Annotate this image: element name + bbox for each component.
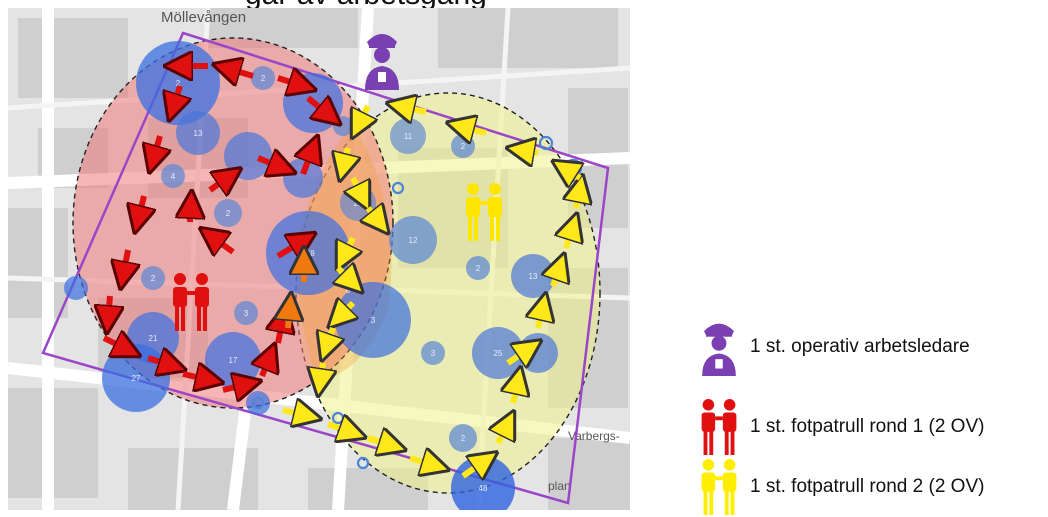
svg-text:13: 13 [194, 129, 203, 138]
svg-text:12: 12 [409, 236, 418, 245]
legend-label-supervisor: 1 st. operativ arbetsledare [750, 336, 970, 357]
legend-label-patrol-rond-1: 1 st. fotpatrull rond 1 (2 OV) [750, 416, 985, 437]
route-overlap-arrows [288, 260, 304, 329]
svg-text:2: 2 [151, 274, 156, 283]
supervisor-icon [365, 34, 399, 90]
route-rond-1-arrows [104, 66, 330, 390]
place-label-varbergs: Varbergs- [568, 429, 620, 443]
map-view[interactable]: Möllevången Varbergs- plan [8, 8, 630, 510]
legend-item-supervisor: 1 st. operativ arbetsledare [690, 318, 970, 376]
svg-text:148: 148 [301, 249, 315, 258]
svg-text:25: 25 [494, 349, 503, 358]
svg-text:17: 17 [229, 356, 238, 365]
svg-text:27: 27 [132, 374, 141, 383]
svg-text:3: 3 [371, 316, 376, 325]
svg-text:23: 23 [354, 199, 363, 208]
cluster-count-labels: 13 11 2 4 2 2 23 12 2 13 3 6 3 148 21 2 … [132, 74, 538, 493]
svg-text:2: 2 [226, 209, 231, 218]
svg-text:48: 48 [479, 484, 488, 493]
svg-text:2: 2 [461, 142, 466, 151]
patrol-pair-yellow-icon [690, 458, 748, 516]
svg-text:2: 2 [176, 79, 181, 88]
route-rond-2-arrows [282, 106, 580, 476]
svg-text:2: 2 [461, 434, 466, 443]
legend-label-patrol-rond-2: 1 st. fotpatrull rond 2 (2 OV) [750, 476, 985, 497]
svg-text:11: 11 [404, 132, 413, 141]
svg-text:2: 2 [476, 264, 481, 273]
svg-text:13: 13 [529, 272, 538, 281]
legend-item-patrol-rond-2: 1 st. fotpatrull rond 2 (2 OV) [690, 458, 984, 516]
patrol-pair-red-icon [690, 398, 748, 456]
svg-text:21: 21 [149, 334, 158, 343]
svg-text:4: 4 [171, 172, 176, 181]
svg-text:3: 3 [244, 309, 249, 318]
place-label-mollevangen: Möllevången [161, 9, 246, 26]
place-label-plan: plan [548, 479, 571, 493]
header-partial-text: gar av arbetsgang [245, 0, 487, 12]
patrol-rond-2-map-icon [466, 183, 502, 241]
svg-text:6: 6 [346, 286, 351, 295]
patrol-rond-1-map-icon [173, 273, 209, 331]
legend-item-patrol-rond-1: 1 st. fotpatrull rond 1 (2 OV) [690, 398, 984, 456]
svg-text:3: 3 [431, 349, 436, 358]
svg-text:2: 2 [261, 74, 266, 83]
police-officer-icon [690, 318, 748, 376]
